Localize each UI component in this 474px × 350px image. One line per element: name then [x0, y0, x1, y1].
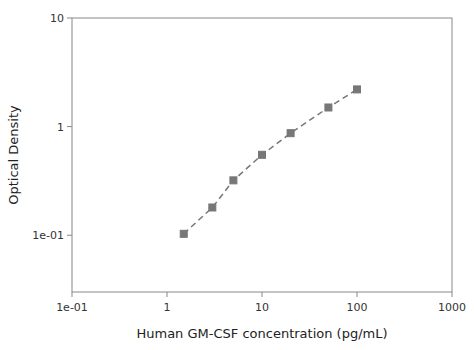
tick-label: 100: [347, 301, 368, 314]
data-point: [325, 104, 332, 111]
tick-mark: [67, 18, 72, 19]
plot-frame: [72, 18, 452, 292]
tick-mark: [67, 235, 72, 236]
chart: 1e-01 1 10 100 1000 1e-01 1 10 Human GM-CSF conc…: [0, 0, 474, 350]
tick-label: 1: [164, 301, 171, 314]
tick-mark: [167, 292, 168, 297]
data-point: [209, 204, 216, 211]
data-line: [184, 89, 357, 233]
tick-label: 10: [255, 301, 269, 314]
tick-mark: [72, 292, 73, 297]
tick-label: 1000: [438, 301, 466, 314]
tick-label: 1e-01: [56, 301, 88, 314]
data-point: [180, 230, 187, 237]
tick-mark: [452, 292, 453, 297]
x-axis-label: Human GM-CSF concentration (pg/mL): [136, 326, 387, 341]
tick-label: 1: [57, 121, 64, 134]
data-point: [230, 177, 237, 184]
tick-mark: [67, 126, 72, 127]
tick-label: 1e-01: [32, 229, 64, 242]
data-point: [287, 130, 294, 137]
y-axis-label: Optical Density: [6, 105, 21, 205]
tick-mark: [357, 292, 358, 297]
data-point: [259, 151, 266, 158]
tick-mark: [262, 292, 263, 297]
data-point: [354, 86, 361, 93]
tick-label: 10: [50, 12, 64, 25]
plot-area: [180, 86, 360, 237]
